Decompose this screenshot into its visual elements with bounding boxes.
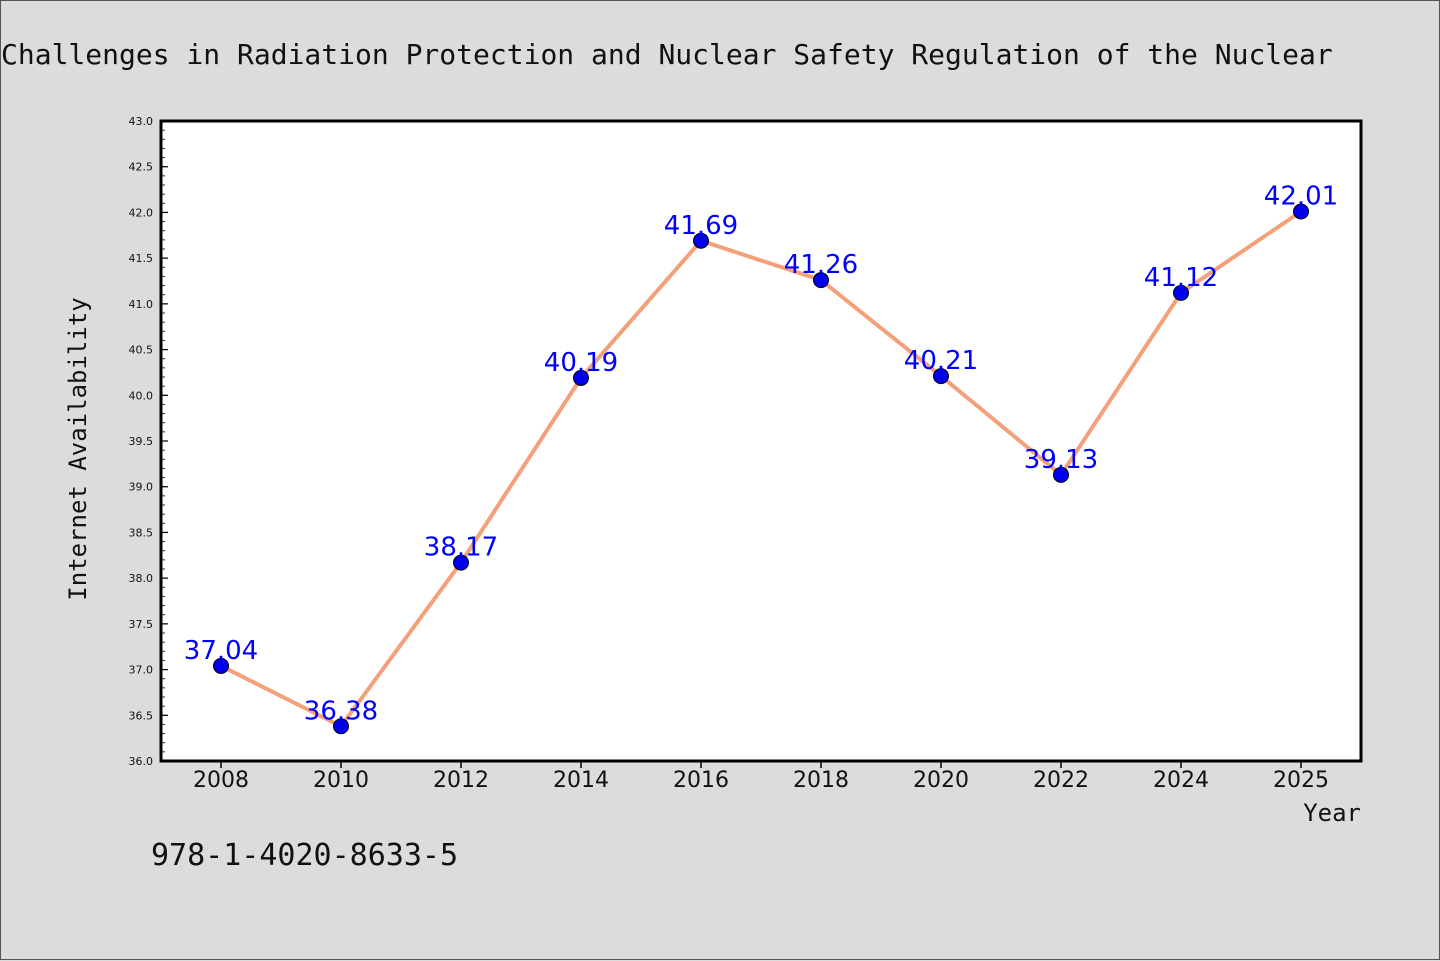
y-tick-label: 41.5: [129, 252, 154, 265]
y-tick-label: 40.0: [129, 389, 154, 402]
data-point: [693, 232, 709, 249]
y-tick-label: 41.0: [129, 298, 154, 311]
y-axis-label: Internet Availability: [64, 297, 92, 600]
data-labels: 37.04 36.38 38.17 40.19 41.69 41.26 40.21 39.13…: [184, 182, 1338, 727]
data-point: [453, 554, 469, 571]
data-point: [333, 718, 349, 735]
data-point: [933, 368, 949, 385]
data-label: 37.04: [184, 636, 258, 666]
y-axis: 36.0 36.5 37.0 37.5 38.0 38.5 39.0 39.5 40.0 40.5…: [129, 115, 168, 768]
data-label: 36.38: [304, 696, 378, 726]
data-label: 42.01: [1264, 182, 1338, 212]
data-label: 39.13: [1024, 445, 1098, 475]
x-tick-label: 2010: [313, 768, 369, 793]
series-markers: [213, 203, 1309, 735]
x-axis-label: Year: [1303, 799, 1361, 827]
y-tick-label: 39.0: [129, 481, 154, 494]
data-point: [1293, 203, 1309, 220]
y-tick-label: 37.0: [129, 664, 154, 677]
y-tick-label: 36.0: [129, 755, 154, 768]
x-tick-label: 2016: [673, 768, 729, 793]
x-tick-label: 2018: [793, 768, 849, 793]
data-point: [573, 369, 589, 386]
x-tick-label: 2025: [1273, 768, 1329, 793]
y-tick-label: 42.5: [129, 161, 154, 174]
y-tick-label: 37.5: [129, 618, 154, 631]
data-point: [1173, 284, 1189, 301]
data-label: 40.19: [544, 348, 618, 378]
x-tick-label: 2012: [433, 768, 489, 793]
data-label: 40.21: [904, 346, 978, 376]
x-tick-label: 2022: [1033, 768, 1089, 793]
data-label: 41.12: [1144, 263, 1218, 293]
y-tick-label: 36.5: [129, 709, 154, 722]
y-tick-label: 38.5: [129, 526, 154, 539]
data-label: 41.26: [784, 250, 858, 280]
plot-area: [159, 119, 1363, 763]
data-point: [213, 657, 229, 674]
data-point: [1053, 466, 1069, 483]
data-label: 38.17: [424, 533, 498, 563]
y-tick-label: 39.5: [129, 435, 154, 448]
y-tick-label: 42.0: [129, 206, 154, 219]
x-tick-label: 2014: [553, 768, 609, 793]
x-tick-label: 2008: [193, 768, 249, 793]
x-tick-label: 2024: [1153, 768, 1209, 793]
x-tick-label: 2020: [913, 768, 969, 793]
series-line: [220, 209, 1303, 729]
y-tick-label: 38.0: [129, 572, 154, 585]
isbn-text: 978-1-4020-8633-5: [151, 838, 458, 873]
chart-title: Challenges in Radiation Protection and N…: [1, 38, 1333, 71]
y-tick-label: 43.0: [129, 115, 154, 128]
data-point: [813, 272, 829, 289]
x-axis: 2008 2010 2012 2014 2016 2018 2020 2022 2024 2025: [193, 761, 1329, 793]
data-label: 41.69: [664, 211, 738, 241]
y-tick-label: 40.5: [129, 344, 154, 357]
